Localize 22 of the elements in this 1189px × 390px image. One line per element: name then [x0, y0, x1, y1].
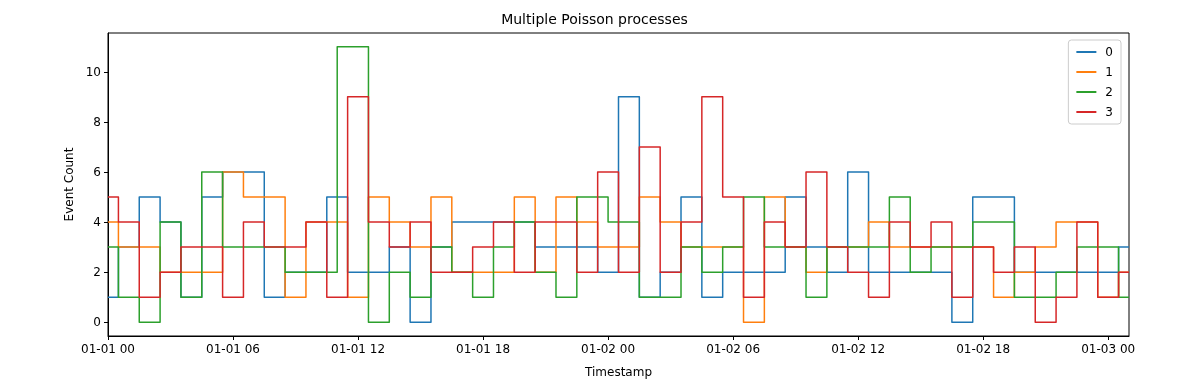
x-tick-label: 01-02 06 — [706, 342, 761, 356]
x-tick-label: 01-02 00 — [581, 342, 636, 356]
legend-label: 2 — [1105, 85, 1114, 99]
y-tick-label: 0 — [93, 315, 101, 330]
legend-label: 1 — [1105, 65, 1114, 79]
y-tick-label: 10 — [85, 64, 101, 79]
x-tick-label: 01-01 12 — [331, 342, 386, 356]
y-tick-label: 4 — [93, 215, 101, 230]
x-tick-label: 01-01 00 — [81, 342, 135, 356]
x-tick-label: 01-01 06 — [206, 342, 260, 356]
y-tick-label: 2 — [93, 265, 101, 280]
x-tick-label: 01-03 00 — [1081, 342, 1136, 356]
x-tick-label: 01-02 12 — [831, 342, 886, 356]
x-tick-label: 01-02 18 — [956, 342, 1011, 356]
chart-title: Multiple Poisson processes — [501, 11, 688, 27]
legend-label: 3 — [1105, 105, 1114, 119]
y-tick-label: 8 — [93, 114, 101, 129]
x-axis-title: Timestamp — [584, 365, 652, 379]
y-axis-title: Event Count — [61, 147, 76, 222]
y-tick-label: 6 — [93, 164, 101, 179]
legend-label: 0 — [1105, 45, 1114, 59]
x-tick-label: 01-01 18 — [456, 342, 511, 356]
